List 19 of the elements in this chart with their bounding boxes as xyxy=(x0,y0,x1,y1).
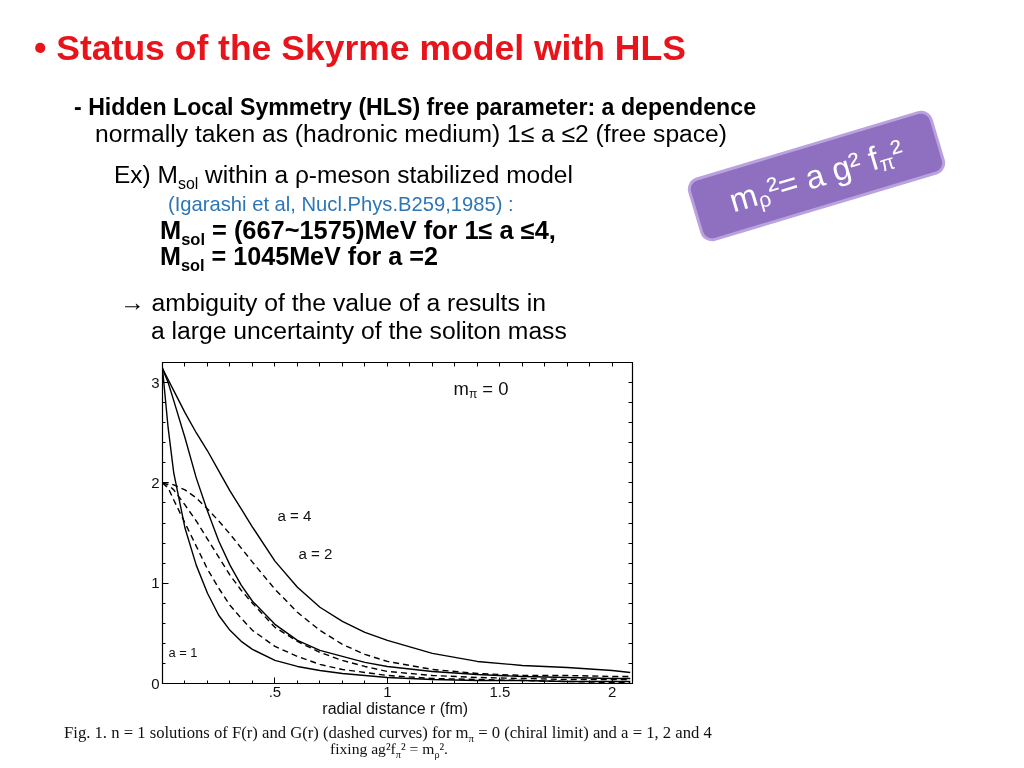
x-tick-label: 1 xyxy=(383,682,392,700)
annotation: a = 4 xyxy=(277,507,312,524)
y-tick-label: 3 xyxy=(151,373,160,391)
x-tick-label: .5 xyxy=(268,682,282,700)
text: → ambiguity of the value of a results in xyxy=(120,287,546,318)
y-tick-label: 0 xyxy=(151,674,160,692)
text: - Hidden Local Symmetry (HLS) free parameter: a dependence xyxy=(74,92,757,121)
x-tick-label: 2 xyxy=(608,682,617,700)
y-tick-label: 1 xyxy=(151,574,160,592)
text: normally taken as (hadronic medium) 1≤ a ≤2 (free space) xyxy=(95,119,727,149)
y-tick-label: 2 xyxy=(151,473,160,491)
text: a large uncertainty of the soliton mass xyxy=(151,316,567,346)
text: (Igarashi et al, Nucl.Phys.B259,1985) : xyxy=(168,192,514,218)
text: Ex) M$_{sol}$ within a ρ-meson stabilized model xyxy=(114,159,573,192)
x-tick-label: 1.5 xyxy=(489,682,511,700)
annotation: a = 1 xyxy=(168,645,198,660)
chart-title: • Status of the Skyrme model with HLS xyxy=(34,26,686,70)
annotation: a = 2 xyxy=(298,545,333,562)
x-axis-title: radial distance r (fm) xyxy=(322,699,469,717)
